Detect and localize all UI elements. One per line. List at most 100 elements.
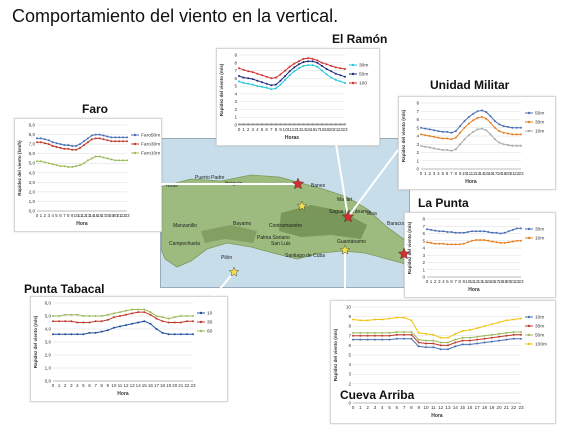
- data-point: [441, 137, 444, 140]
- data-point: [59, 143, 62, 146]
- data-point: [167, 333, 170, 336]
- data-point: [112, 312, 115, 315]
- x-tick-label: 15: [142, 383, 148, 388]
- x-tick-label: 12: [471, 171, 477, 176]
- data-point: [485, 111, 488, 114]
- data-point: [75, 145, 78, 147]
- data-point: [359, 338, 362, 341]
- x-tick-label: 9: [463, 279, 466, 284]
- data-point: [90, 134, 93, 137]
- y-tick-label: 8: [422, 217, 425, 222]
- x-tick-label: 15: [306, 127, 312, 132]
- data-point: [106, 157, 109, 160]
- map-place-label: Sagua de Tánamo: [329, 209, 370, 215]
- x-tick-label: 10: [423, 405, 429, 410]
- x-tick-label: 11: [287, 127, 292, 132]
- data-point: [325, 73, 328, 76]
- x-tick-label: 21: [510, 279, 516, 284]
- x-tick-label: 3: [252, 127, 255, 132]
- data-point: [55, 164, 58, 167]
- data-point: [446, 149, 449, 151]
- x-tick-label: 13: [296, 127, 302, 132]
- x-axis-label: Hora: [76, 221, 88, 227]
- data-point: [143, 308, 146, 311]
- x-tick-label: 6: [59, 213, 62, 218]
- data-point: [458, 243, 461, 246]
- data-point: [39, 160, 42, 163]
- data-point: [520, 331, 522, 333]
- data-point: [122, 140, 125, 143]
- map-place-label: Santiago de Cuba: [285, 253, 325, 259]
- data-point: [339, 74, 342, 77]
- series-line: [353, 338, 521, 350]
- x-tick-label: 1: [58, 383, 61, 388]
- legend-label: 10: [207, 311, 213, 317]
- data-point: [137, 321, 140, 324]
- data-point: [94, 331, 97, 334]
- data-point: [251, 83, 254, 86]
- x-tick-label: 22: [511, 405, 517, 410]
- data-point: [83, 162, 85, 165]
- data-point: [454, 231, 457, 234]
- data-point: [434, 229, 437, 232]
- data-point: [512, 331, 515, 333]
- data-point: [173, 321, 176, 324]
- data-point: [334, 66, 337, 69]
- series-line: [238, 57, 346, 79]
- x-tick-label: 5: [388, 405, 391, 410]
- x-axis-label: Horas: [285, 135, 299, 141]
- data-point: [131, 308, 134, 311]
- data-point: [256, 79, 259, 82]
- x-tick-label: 4: [442, 279, 445, 284]
- data-point: [505, 319, 508, 322]
- data-point: [381, 334, 384, 337]
- data-point: [43, 161, 46, 164]
- data-point: [58, 315, 61, 317]
- data-point: [149, 313, 152, 316]
- data-point: [476, 335, 479, 338]
- x-tick-label: 3: [374, 405, 377, 410]
- x-tick-label: 16: [488, 171, 494, 176]
- legend-marker: [527, 129, 531, 133]
- map-place-label: Bayamo: [233, 221, 252, 227]
- data-point: [122, 159, 125, 162]
- x-tick-label: 18: [105, 213, 111, 218]
- x-tick-label: 15: [460, 405, 466, 410]
- chart-panel-faro: 0,0 1,0 2,0 3,0 4,0 5,0 6,0 7,0 8,0 9,0 0 1 2 3 4 5 6 7 8 9…: [14, 118, 162, 232]
- legend-label: 30: [207, 320, 213, 326]
- data-point: [498, 339, 501, 342]
- data-point: [321, 123, 323, 126]
- x-tick-label: 17: [315, 127, 321, 132]
- x-tick-label: 21: [510, 171, 516, 176]
- data-point: [86, 137, 89, 140]
- x-tick-label: 21: [333, 127, 339, 132]
- legend-label: 30m: [359, 63, 368, 69]
- y-tick-label: 2: [416, 150, 419, 155]
- x-tick-label: 2: [247, 127, 250, 132]
- data-point: [125, 313, 127, 316]
- map-place-label: Pilón: [221, 255, 232, 261]
- data-point: [307, 123, 310, 126]
- y-tick-label: 0,0: [45, 379, 52, 384]
- x-tick-label: 0: [426, 279, 429, 284]
- data-point: [459, 125, 462, 128]
- data-point: [476, 338, 479, 341]
- data-point: [366, 338, 369, 341]
- data-point: [110, 158, 113, 161]
- data-point: [307, 64, 310, 67]
- map-place-label: Puerto Padre: [195, 175, 225, 181]
- data-point: [43, 142, 46, 145]
- y-tick-label: 9: [234, 53, 237, 58]
- data-point: [98, 133, 101, 136]
- data-point: [466, 241, 469, 244]
- x-tick-label: 20: [505, 171, 511, 176]
- y-tick-label: 5: [422, 238, 425, 243]
- data-point: [311, 60, 314, 63]
- data-point: [238, 123, 240, 126]
- data-point: [507, 132, 509, 135]
- y-tick-label: 3,0: [29, 180, 36, 185]
- x-tick-label: 10: [111, 383, 117, 388]
- data-point: [58, 320, 61, 323]
- data-point: [454, 332, 457, 335]
